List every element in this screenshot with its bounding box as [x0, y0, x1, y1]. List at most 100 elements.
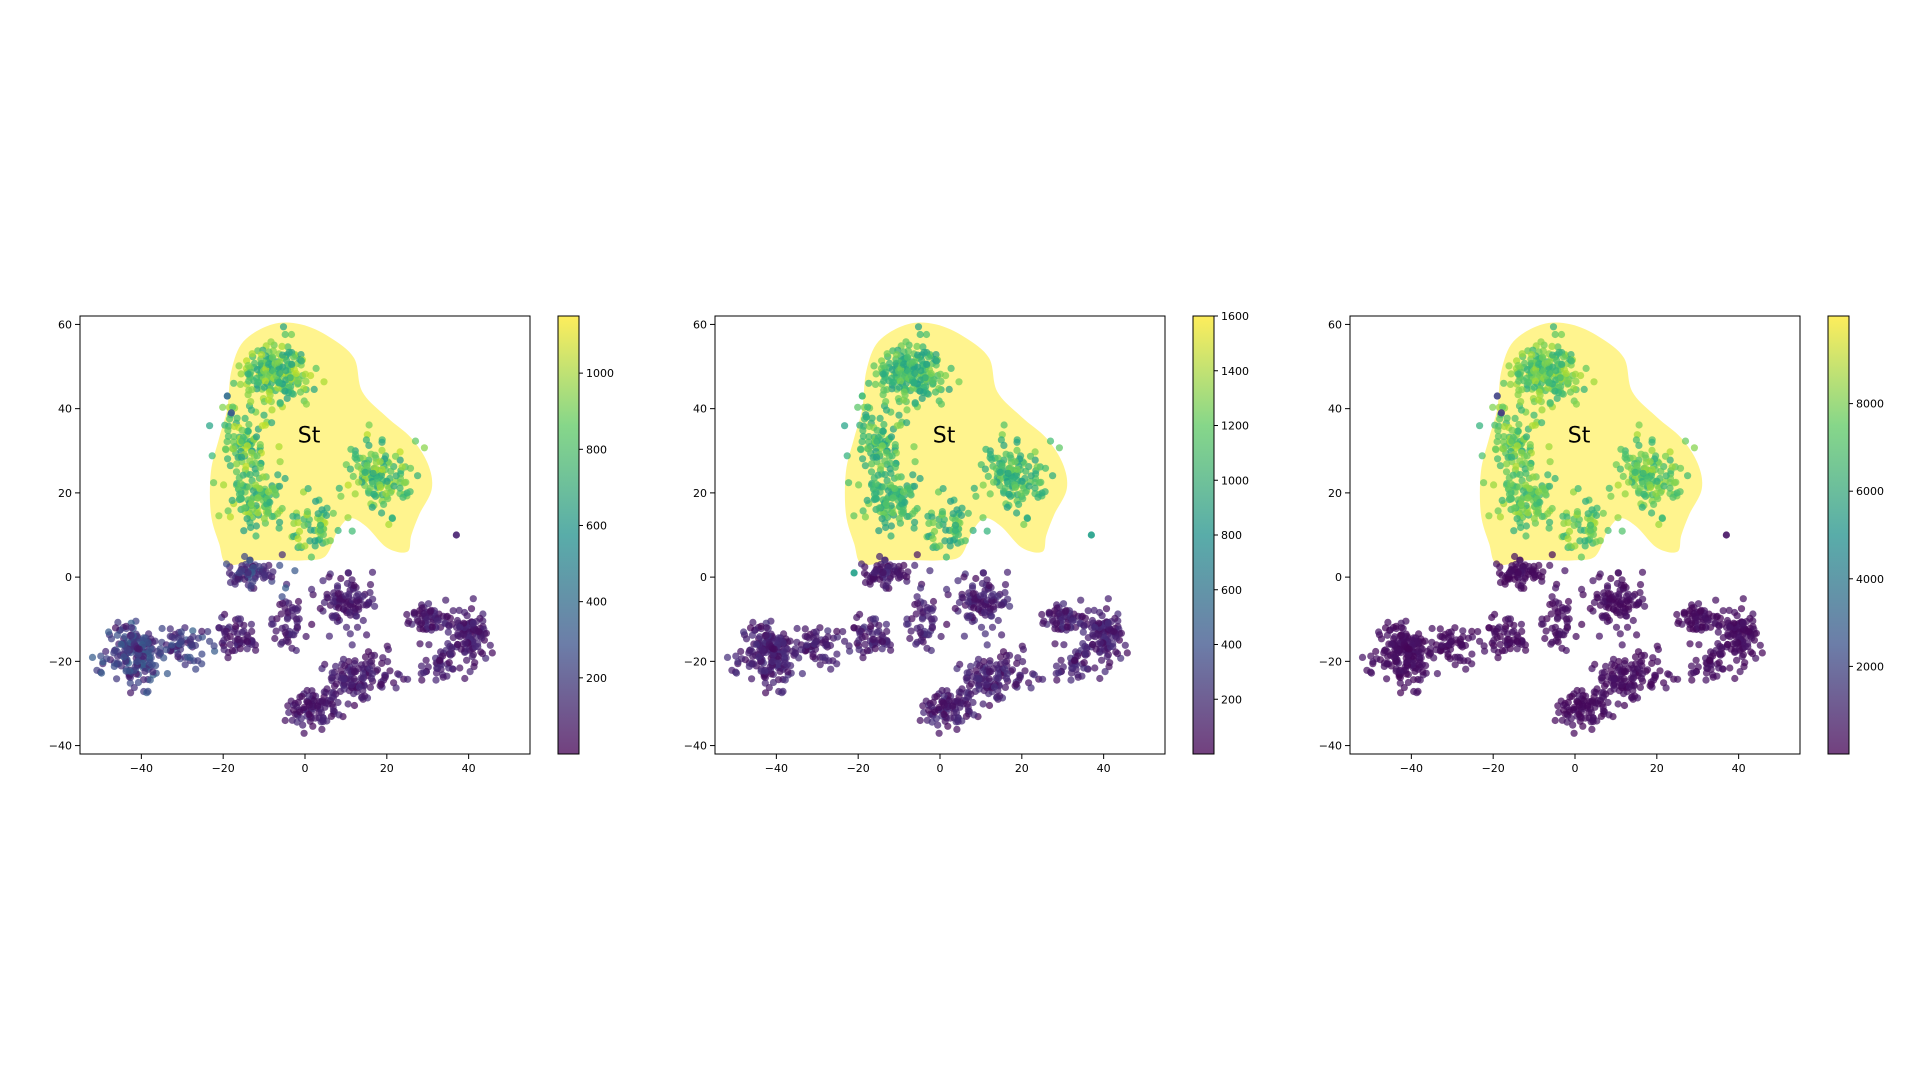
x-tick-label: 0 [937, 762, 944, 775]
data-point [931, 708, 939, 716]
data-point [215, 624, 223, 632]
data-point [1428, 624, 1436, 633]
data-point [1631, 468, 1639, 476]
region-label: St [1568, 423, 1591, 448]
data-point [882, 620, 891, 628]
data-point [1500, 433, 1508, 441]
data-point [1558, 644, 1566, 652]
data-point [868, 414, 876, 422]
data-point [1002, 674, 1011, 683]
data-point [1070, 656, 1078, 665]
data-point [756, 633, 764, 641]
data-point [406, 464, 415, 472]
data-point [1618, 527, 1626, 535]
data-point [269, 568, 277, 576]
data-point [235, 362, 243, 370]
data-point [1104, 595, 1112, 603]
data-point [329, 509, 337, 517]
data-point [1611, 661, 1619, 670]
data-point [749, 618, 757, 627]
data-point [364, 648, 373, 656]
data-point [1614, 569, 1622, 577]
data-point [1602, 662, 1610, 671]
data-point [1001, 658, 1009, 667]
data-point [859, 432, 868, 440]
data-point [979, 700, 987, 708]
colorbar-tick-label: 600 [1221, 584, 1242, 597]
data-point [1513, 645, 1521, 653]
data-point [757, 622, 765, 631]
data-point [921, 374, 929, 382]
data-point [1019, 645, 1027, 654]
data-point [366, 589, 374, 597]
data-point [1668, 463, 1676, 471]
data-point [1391, 633, 1399, 641]
data-point [341, 661, 349, 670]
data-point [904, 620, 912, 628]
data-point [1104, 619, 1112, 627]
data-point [984, 472, 992, 480]
data-point [300, 521, 308, 530]
data-point [362, 436, 370, 444]
data-point [1551, 628, 1559, 637]
data-point [1480, 479, 1488, 487]
data-point [1026, 452, 1035, 460]
data-point [1629, 592, 1637, 600]
data-point [918, 394, 926, 402]
data-point [486, 641, 494, 649]
data-point [1702, 676, 1710, 684]
data-point [244, 569, 252, 577]
data-point [857, 560, 866, 568]
data-point [359, 454, 367, 462]
data-point [868, 460, 876, 468]
data-point [366, 581, 375, 589]
data-point [1579, 722, 1587, 730]
data-point [1468, 627, 1476, 636]
data-point [1567, 357, 1575, 365]
data-point [882, 398, 890, 406]
data-point [1103, 653, 1111, 661]
data-point [1081, 614, 1089, 622]
data-point [913, 593, 921, 601]
data-point [1518, 350, 1526, 358]
data-point [293, 623, 301, 631]
region-label: St [933, 423, 956, 448]
x-tick-label: 20 [380, 762, 394, 775]
data-point [1545, 379, 1553, 387]
data-point [963, 669, 971, 677]
data-point [1619, 472, 1627, 480]
data-point [425, 641, 433, 649]
data-point [1518, 495, 1526, 503]
data-point [453, 616, 461, 625]
data-point [1113, 650, 1122, 658]
data-point [994, 592, 1002, 600]
x-tick-label: −20 [1482, 762, 1505, 775]
data-point [1739, 595, 1747, 603]
data-point [1641, 651, 1649, 660]
outlier-point [862, 413, 870, 421]
data-point [1650, 500, 1658, 508]
data-point [1639, 469, 1647, 477]
data-point [943, 585, 951, 594]
data-point [405, 617, 413, 625]
data-point [471, 643, 479, 651]
x-tick-label: 0 [302, 762, 309, 775]
data-point [1558, 604, 1567, 612]
data-point [302, 377, 310, 385]
data-point [1541, 634, 1549, 643]
data-point [1621, 660, 1629, 668]
data-point [1053, 604, 1061, 612]
data-point [1551, 474, 1559, 483]
data-point [1384, 618, 1392, 627]
data-point [444, 628, 452, 636]
data-point [1611, 592, 1620, 600]
data-point [776, 667, 784, 676]
data-point [256, 441, 264, 449]
data-point [1080, 621, 1088, 629]
data-point [247, 398, 255, 406]
data-point [1514, 427, 1522, 435]
data-point [872, 453, 881, 461]
data-point [1545, 443, 1553, 451]
data-point [329, 614, 337, 622]
data-point [1532, 370, 1540, 378]
